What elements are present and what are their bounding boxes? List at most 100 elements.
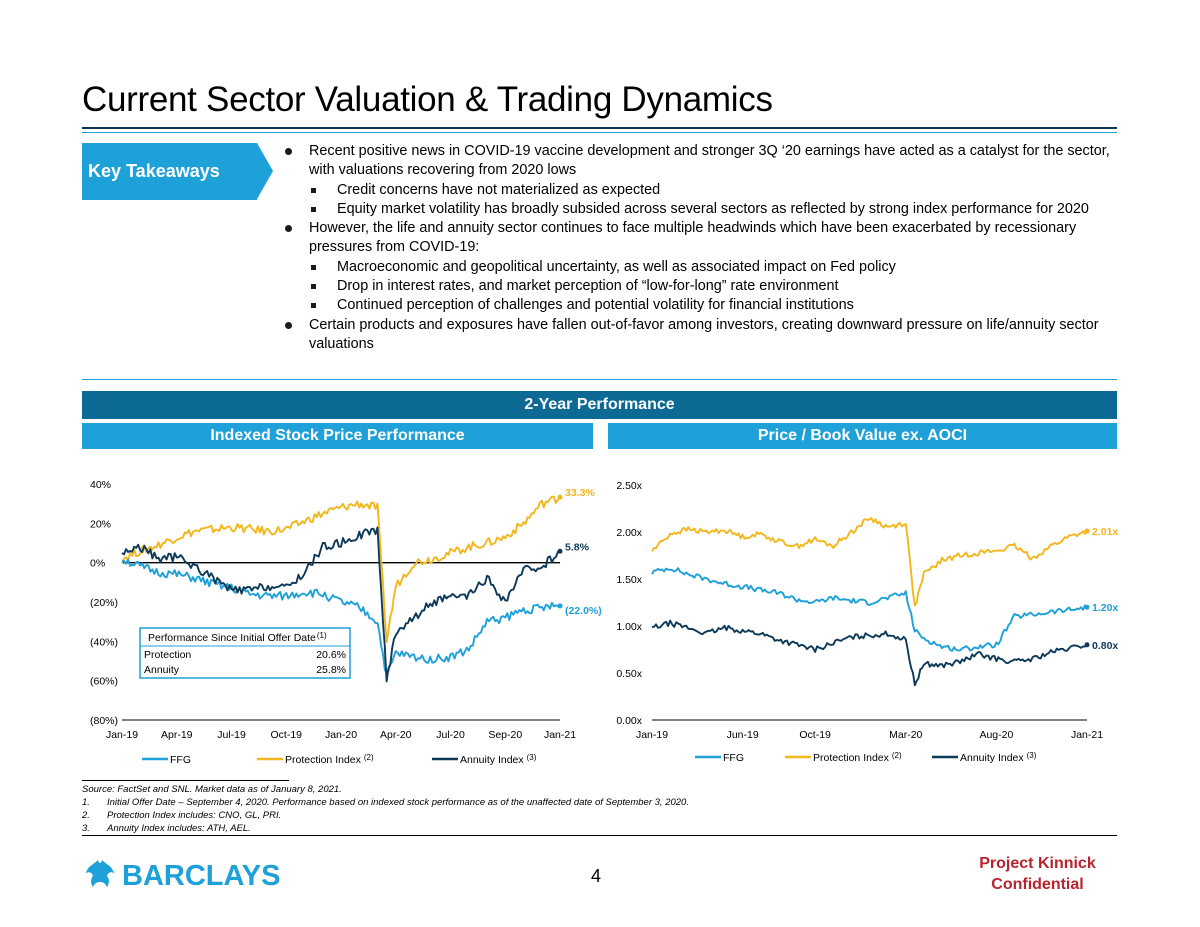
- title-rule-light: [82, 132, 1117, 133]
- bullet-text: Recent positive news in COVID-19 vaccine…: [309, 143, 1110, 179]
- square-bullet-icon: [311, 284, 316, 290]
- sub-bullet-text: Macroeconomic and geopolitical uncertain…: [337, 258, 896, 275]
- series-line-annuity: [121, 526, 561, 683]
- x-tick-label: Apr-20: [380, 729, 412, 741]
- x-tick-label: Apr-19: [161, 729, 193, 741]
- inset-table-row-label: Protection: [144, 649, 191, 661]
- x-tick-label: Jan-19: [106, 729, 138, 741]
- chart-price-book-value: 2.50x 2.00x 1.50x 1.00x 0.50x 0.00x Jan-19 Jun-…: [616, 480, 1118, 764]
- x-tick-label: Jun-19: [727, 729, 759, 741]
- sub-bullet: Drop in interest rates, and market perce…: [285, 277, 1115, 296]
- key-takeaways-list: Recent positive news in COVID-19 vaccine…: [285, 142, 1115, 354]
- series-end-point-protection: [557, 494, 563, 500]
- bullet-dot-icon: [285, 148, 292, 155]
- title-rule-dark: [82, 127, 1117, 129]
- inset-table-row-value: 20.6%: [316, 649, 346, 661]
- series-line-protection: [651, 517, 1088, 607]
- barclays-logo: BARCLAYS: [84, 856, 284, 897]
- bullet: Recent positive news in COVID-19 vaccine…: [285, 142, 1115, 181]
- y-tick-label: (20%): [90, 597, 118, 609]
- square-bullet-icon: [311, 187, 316, 193]
- sub-bullet: Macroeconomic and geopolitical uncertain…: [285, 258, 1115, 277]
- sub-bullet-text: Equity market volatility has broadly sub…: [337, 200, 1089, 217]
- y-tick-label: 2.00x: [616, 527, 642, 539]
- series-end-label-annuity: 5.8%: [565, 541, 590, 553]
- chart2-title: Price / Book Value ex. AOCI: [608, 423, 1117, 449]
- sub-bullet-text: Credit concerns have not materialized as…: [337, 181, 661, 198]
- page-title: Current Sector Valuation & Trading Dynam…: [82, 80, 773, 119]
- page-number: 4: [591, 866, 602, 886]
- series-end-point-protection: [1084, 528, 1090, 534]
- y-tick-label: 40%: [90, 479, 111, 491]
- bullet-text: However, the life and annuity sector con…: [309, 220, 1077, 256]
- section-rule: [82, 379, 1117, 380]
- square-bullet-icon: [311, 303, 316, 309]
- series-end-point-ffg: [557, 603, 563, 609]
- y-tick-label: 0.50x: [616, 668, 642, 680]
- x-tick-label: Jan-21: [1071, 729, 1103, 741]
- y-tick-label: 2.50x: [616, 480, 642, 492]
- source-note: Source: FactSet and SNL. Market data as …: [82, 784, 342, 795]
- bullet: Certain products and exposures have fall…: [285, 316, 1115, 355]
- key-takeaways-label: Key Takeaways: [88, 161, 220, 181]
- series-line-protection: [121, 495, 561, 643]
- x-tick-label: Jul-19: [217, 729, 246, 741]
- series-line-ffg: [651, 567, 1088, 652]
- y-tick-label: 0.00x: [616, 715, 642, 727]
- series-end-label-ffg: (22.0%): [565, 605, 602, 617]
- x-tick-label: Oct-19: [799, 729, 831, 741]
- x-tick-label: Jul-20: [436, 729, 465, 741]
- chart-indexed-stock-price: 40% 20% 0% (20%) (40%) (60%) (80%) Jan-19 Apr-19…: [90, 479, 602, 766]
- inset-table-frame: [139, 627, 351, 679]
- series-line-annuity: [651, 619, 1088, 687]
- sub-bullet: Continued perception of challenges and p…: [285, 296, 1115, 315]
- x-tick-label: Jan-21: [544, 729, 576, 741]
- series-end-point-ffg: [1084, 604, 1090, 610]
- series-end-label-protection: 2.01x: [1092, 526, 1118, 538]
- legend-label-protection: Protection Index (2): [285, 753, 374, 766]
- y-tick-label: (60%): [90, 676, 118, 688]
- y-tick-label: 0%: [90, 558, 105, 570]
- logo-text: BARCLAYS: [122, 860, 280, 892]
- key-takeaways-tab: [82, 143, 257, 200]
- key-takeaways-arrow: [257, 143, 273, 199]
- series-line-ffg: [121, 558, 561, 675]
- sub-bullet-text: Drop in interest rates, and market perce…: [337, 278, 839, 295]
- y-tick-label: 1.50x: [616, 574, 642, 586]
- inset-table-row-label: Annuity: [144, 664, 180, 676]
- y-tick-label: (40%): [90, 636, 118, 648]
- series-end-point-annuity: [557, 548, 563, 554]
- sub-bullet: Credit concerns have not materialized as…: [285, 181, 1115, 200]
- eagle-icon: BARCLAYS: [86, 860, 280, 892]
- legend-label-ffg: FFG: [170, 754, 191, 766]
- y-tick-label: 20%: [90, 518, 111, 530]
- series-end-label-ffg: 1.20x: [1092, 602, 1118, 614]
- series-end-label-annuity: 0.80x: [1092, 640, 1118, 652]
- series-end-label-protection: 33.3%: [565, 487, 595, 499]
- legend-label-annuity: Annuity Index (3): [460, 753, 537, 766]
- y-tick-label: 1.00x: [616, 621, 642, 633]
- bullet-dot-icon: [285, 225, 292, 233]
- square-bullet-icon: [311, 206, 316, 212]
- x-tick-label: Aug-20: [979, 729, 1013, 741]
- legend-label-protection: Protection Index (2): [813, 751, 902, 764]
- series-end-point-annuity: [1084, 642, 1090, 648]
- footer-rule: [82, 835, 1117, 836]
- inset-table-title: Performance Since Initial Offer Date(1): [148, 631, 327, 644]
- inset-table-row-value: 25.8%: [316, 664, 346, 676]
- x-tick-label: Jan-19: [636, 729, 668, 741]
- x-tick-label: Sep-20: [488, 729, 522, 741]
- legend-label-annuity: Annuity Index (3): [960, 751, 1037, 764]
- bullet-text: Certain products and exposures have fall…: [309, 316, 1099, 352]
- sub-bullet: Equity market volatility has broadly sub…: [285, 200, 1115, 219]
- sub-bullet-text: Continued perception of challenges and p…: [337, 297, 854, 314]
- bullet-dot-icon: [285, 321, 292, 329]
- chart1-title: Indexed Stock Price Performance: [82, 423, 593, 449]
- footnote-2: 2. Protection Index includes: CNO, GL, PR…: [82, 810, 282, 821]
- project-label: Project Kinnick Confidential: [979, 855, 1096, 893]
- footnote-1: 1. Initial Offer Date – September 4, 2020…: [82, 797, 689, 808]
- legend-label-ffg: FFG: [723, 752, 744, 764]
- y-tick-label: (80%): [90, 715, 118, 727]
- footnote-rule: [82, 780, 289, 781]
- x-tick-label: Oct-19: [270, 729, 302, 741]
